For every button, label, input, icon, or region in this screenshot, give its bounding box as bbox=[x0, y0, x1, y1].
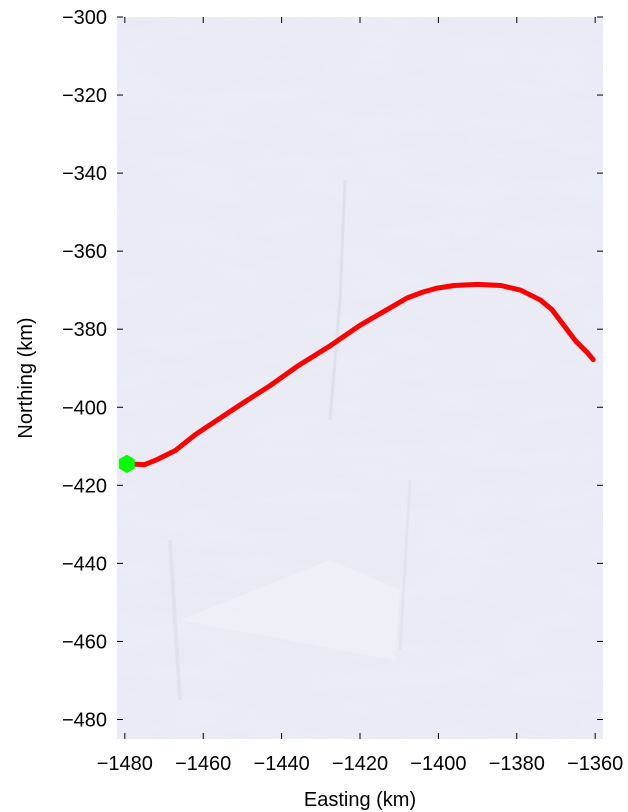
y-axis-label: Northing (km) bbox=[15, 317, 37, 438]
axis-ticks bbox=[117, 16, 603, 739]
y-tick-label: −360 bbox=[62, 241, 107, 263]
y-tick-label: −400 bbox=[62, 397, 107, 419]
x-tick-label: −1440 bbox=[254, 753, 310, 775]
y-tick-label: −380 bbox=[62, 319, 107, 341]
y-tick-label: −300 bbox=[62, 7, 107, 29]
y-axis-tick-labels: −300 −320 −340 −360 −380 −400 −420 −440 −460 −480 bbox=[62, 7, 107, 731]
track-line bbox=[124, 281, 596, 468]
x-tick-label: −1360 bbox=[567, 753, 623, 775]
x-tick-label: −1460 bbox=[175, 753, 231, 775]
x-tick-label: −1420 bbox=[332, 753, 388, 775]
y-tick-label: −320 bbox=[62, 85, 107, 107]
start-marker bbox=[118, 454, 135, 474]
y-tick-label: −440 bbox=[62, 553, 107, 575]
x-axis-label: Easting (km) bbox=[304, 789, 416, 811]
y-tick-label: −340 bbox=[62, 163, 107, 185]
x-tick-label: −1480 bbox=[97, 753, 153, 775]
y-tick-label: −480 bbox=[62, 709, 107, 731]
x-tick-label: −1380 bbox=[489, 753, 545, 775]
y-tick-label: −420 bbox=[62, 475, 107, 497]
y-tick-label: −460 bbox=[62, 631, 107, 653]
satellite-imagery-background bbox=[117, 17, 603, 739]
x-axis-tick-labels: −1480 −1460 −1440 −1420 −1400 −1380 −1360 bbox=[97, 753, 623, 775]
x-tick-label: −1400 bbox=[410, 753, 466, 775]
